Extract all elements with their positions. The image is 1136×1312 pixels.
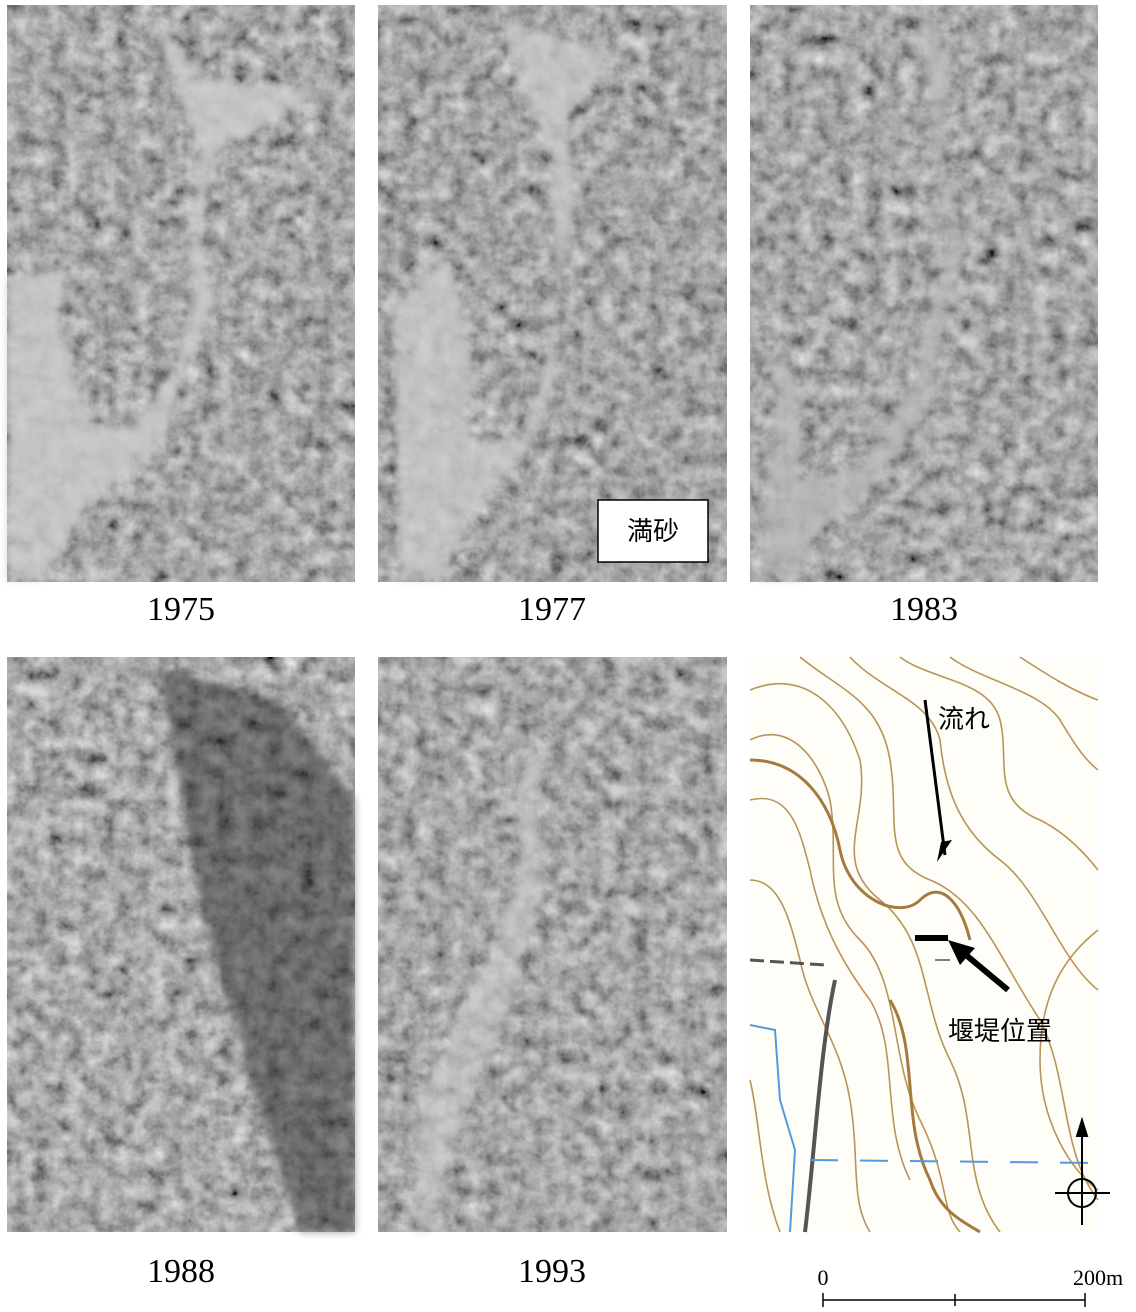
year-label: 1993	[518, 1253, 586, 1290]
topo-map: 流れ 堰堤位置	[750, 657, 1110, 1232]
year-label: 1977	[518, 591, 586, 628]
scale-bar: 0 200m	[818, 1265, 1124, 1307]
scale-end: 200m	[1073, 1265, 1123, 1290]
photo-1988	[7, 657, 355, 1232]
year-label: 1988	[147, 1253, 215, 1290]
photo-1993	[378, 657, 727, 1232]
scale-start: 0	[818, 1265, 829, 1290]
figure: 満砂	[0, 0, 1136, 1312]
year-label: 1975	[147, 591, 215, 628]
annotation: 満砂	[627, 517, 679, 547]
flow-label: 流れ	[938, 705, 990, 735]
photo-1983	[750, 5, 1098, 582]
photo-1977: 満砂	[378, 5, 727, 582]
year-label: 1983	[890, 591, 958, 628]
photo-1975	[7, 5, 355, 582]
dam-label: 堰堤位置	[948, 1017, 1052, 1047]
